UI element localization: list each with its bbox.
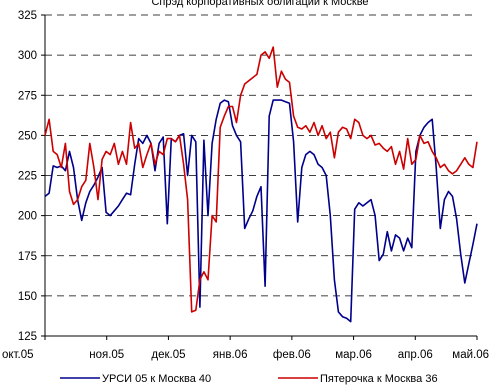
series-line-ursi-05 bbox=[44, 99, 478, 323]
y-tick-label: 300 bbox=[18, 50, 37, 62]
x-tick-label: мар.06 bbox=[335, 349, 372, 361]
y-tick-label: 325 bbox=[18, 10, 37, 22]
legend-label-ursi: УРСИ 05 к Москва 40 bbox=[102, 373, 211, 385]
x-tick-label: фев.06 bbox=[273, 349, 311, 361]
x-tick-label: окт.05 bbox=[2, 349, 34, 361]
y-tick-label: 250 bbox=[18, 130, 37, 142]
y-tick-label: 275 bbox=[18, 90, 37, 102]
y-axis-ticks: 125 150 175 200 225 250 275 300 325 bbox=[18, 10, 45, 343]
y-tick-label: 200 bbox=[18, 211, 37, 223]
x-axis-ticks: окт.05 ноя.05 дек.05 янв.06 фев.06 мар.06 апр.… bbox=[2, 336, 489, 361]
gridlines bbox=[45, 14, 477, 297]
legend: УРСИ 05 к Москва 40 Пятерочка к Москва 3… bbox=[60, 373, 438, 385]
chart-title: Спрэд корпоративных облигаций к Москве bbox=[151, 0, 368, 8]
x-tick-label: дек.05 bbox=[151, 349, 185, 361]
y-tick-label: 225 bbox=[18, 171, 37, 183]
x-tick-label: янв.06 bbox=[213, 349, 248, 361]
legend-label-pyaterochka: Пятерочка к Москва 36 bbox=[320, 373, 438, 385]
y-tick-label: 150 bbox=[18, 291, 37, 303]
series-lines bbox=[44, 46, 478, 323]
x-tick-label: апр.06 bbox=[398, 349, 433, 361]
x-tick-label: ноя.05 bbox=[89, 349, 124, 361]
x-tick-label: май.06 bbox=[452, 349, 489, 361]
series-line-pyaterochka bbox=[44, 46, 478, 313]
y-tick-label: 175 bbox=[18, 251, 37, 263]
y-tick-label: 125 bbox=[18, 331, 37, 343]
